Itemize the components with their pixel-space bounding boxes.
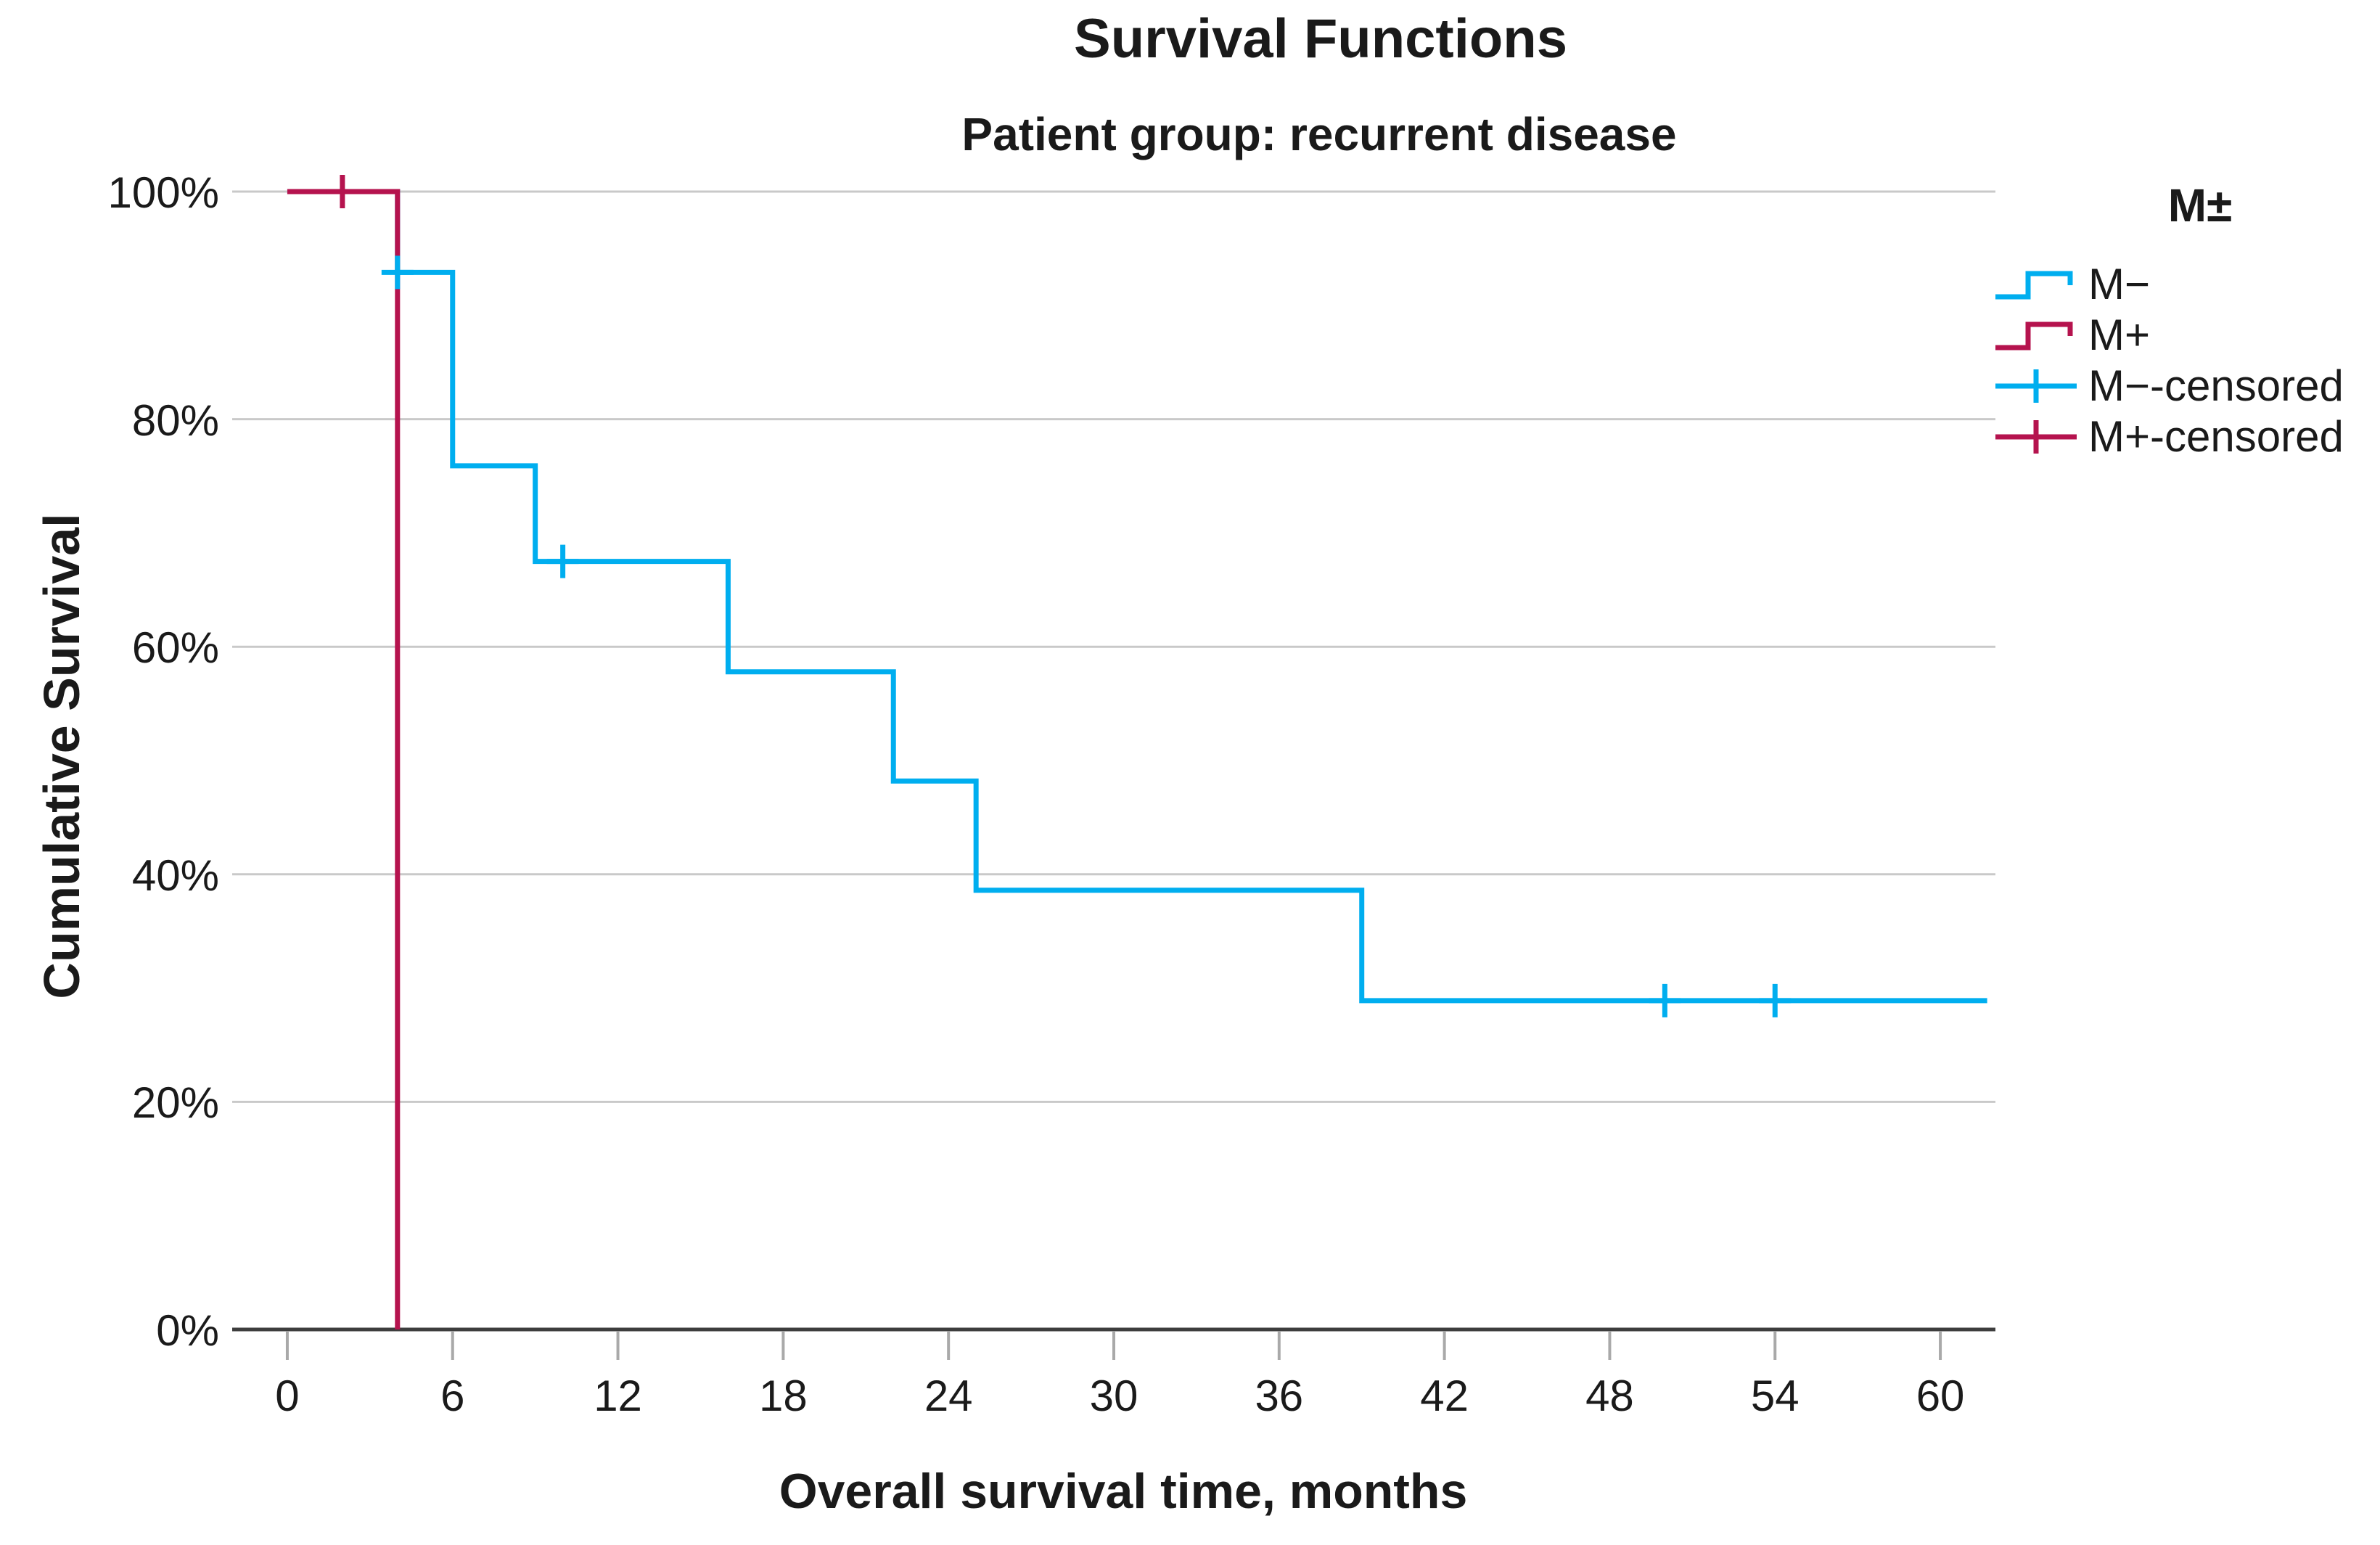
chart-subtitle: Patient group: recurrent disease — [961, 108, 1677, 160]
x-axis-title: Overall survival time, months — [779, 1464, 1468, 1519]
survival-curve-M− — [287, 189, 1987, 1004]
legend-item-label: M− — [2088, 260, 2151, 308]
x-tick-label-18: 18 — [759, 1372, 808, 1420]
x-tick-label-6: 6 — [440, 1372, 465, 1420]
chart-title: Survival Functions — [1074, 8, 1567, 70]
y-tick-label-60: 60% — [131, 623, 219, 673]
legend-step-line-icon — [1995, 321, 2073, 351]
y-tick-label-80: 80% — [131, 396, 219, 445]
x-tick-label-54: 54 — [1750, 1372, 1800, 1420]
legend-item-label: M+-censored — [2088, 412, 2344, 461]
x-tick-label-60: 60 — [1916, 1372, 1965, 1420]
legend-title: M± — [2167, 179, 2233, 231]
y-axis-title: Cumulative Survival — [33, 513, 90, 999]
x-tick-label-48: 48 — [1585, 1372, 1634, 1420]
x-tick-label-24: 24 — [924, 1372, 973, 1420]
survival-curve-M+ — [287, 189, 401, 1329]
legend-step-line-icon — [1995, 271, 2073, 300]
x-tick-label-42: 42 — [1420, 1372, 1469, 1420]
y-tick-label-20: 20% — [131, 1078, 219, 1128]
x-tick-label-0: 0 — [275, 1372, 300, 1420]
x-tick-label-30: 30 — [1089, 1372, 1138, 1420]
y-tick-label-100: 100% — [107, 168, 219, 217]
y-tick-label-40: 40% — [131, 851, 219, 900]
legend-item-label: M−-censored — [2088, 361, 2344, 410]
legend-item-label: M+ — [2088, 311, 2151, 359]
y-tick-label-0: 0% — [156, 1306, 219, 1355]
x-tick-label-36: 36 — [1255, 1372, 1304, 1420]
x-tick-label-12: 12 — [594, 1372, 642, 1420]
